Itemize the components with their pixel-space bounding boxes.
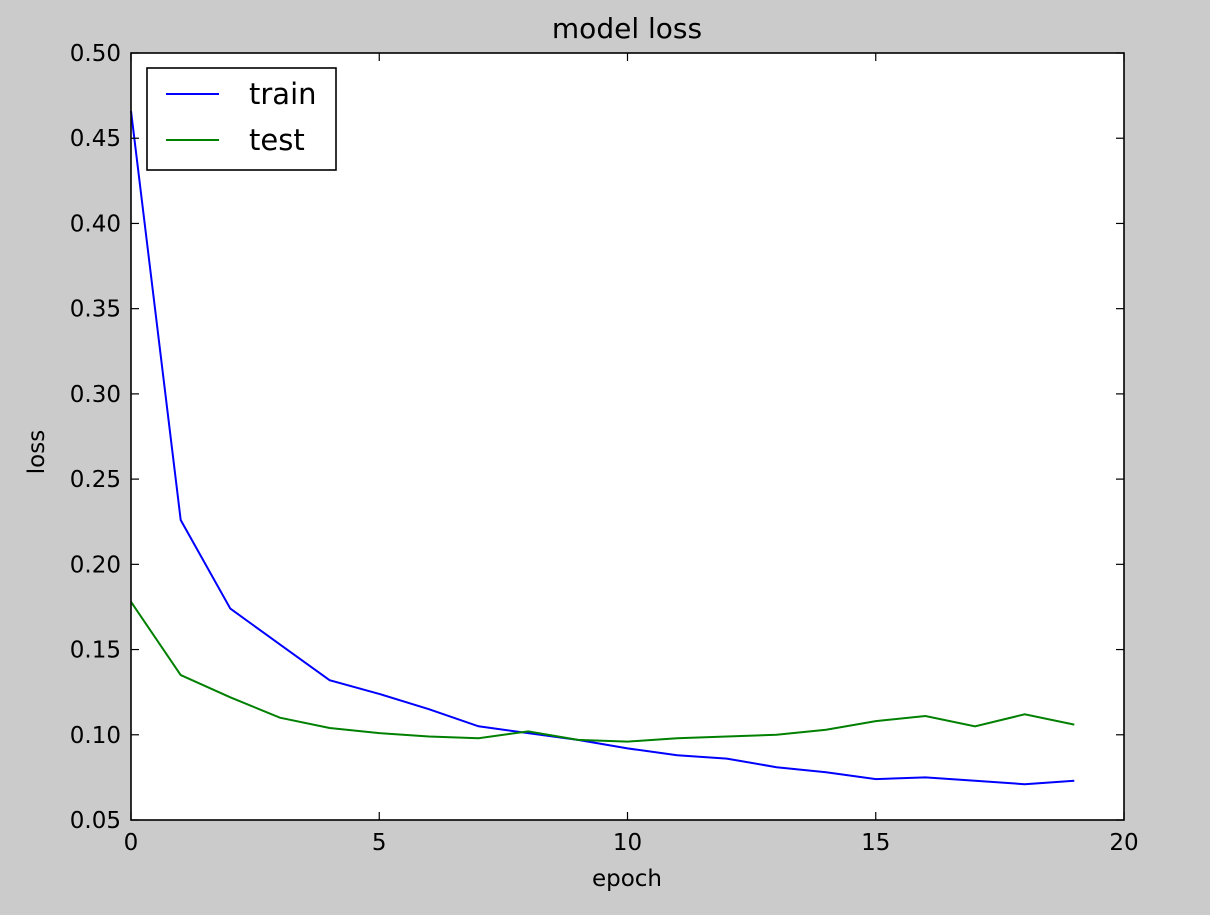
- plot-frame: [130, 52, 1125, 821]
- legend-label-test: test: [249, 123, 305, 157]
- ticks-layer: 0 5 10 15 20 0.05 0.10 0.15 0.20 0.25 0.30 0.35 0.40…: [70, 41, 1139, 856]
- x-tick-label: 10: [613, 830, 642, 856]
- y-tick-label: 0.45: [70, 126, 121, 152]
- y-tick-label: 0.40: [70, 211, 121, 237]
- x-tick-label: 5: [372, 830, 387, 856]
- legend-label-train: train: [249, 77, 317, 111]
- legend-box: [146, 67, 337, 171]
- x-tick-label: 15: [861, 830, 890, 856]
- plot-area: [131, 53, 1124, 820]
- y-axis-label: loss: [24, 430, 50, 474]
- legend: train test: [146, 67, 337, 171]
- y-tick-label: 0.05: [70, 808, 121, 834]
- series-layer: [130, 110, 1075, 786]
- y-tick-label: 0.25: [70, 467, 121, 493]
- y-tick-label: 0.10: [70, 723, 121, 749]
- y-tick-label: 0.30: [70, 382, 121, 408]
- y-tick-label: 0.35: [70, 297, 121, 323]
- y-tick-label: 0.50: [70, 41, 121, 67]
- y-tick-label: 0.20: [70, 552, 121, 578]
- x-tick-label: 20: [1109, 830, 1138, 856]
- x-tick-label: 0: [124, 830, 139, 856]
- series-line-test: [130, 601, 1075, 743]
- series-line-train: [130, 110, 1075, 786]
- chart-title: model loss: [552, 12, 702, 45]
- y-tick-label: 0.15: [70, 638, 121, 664]
- x-axis-label: epoch: [592, 866, 662, 892]
